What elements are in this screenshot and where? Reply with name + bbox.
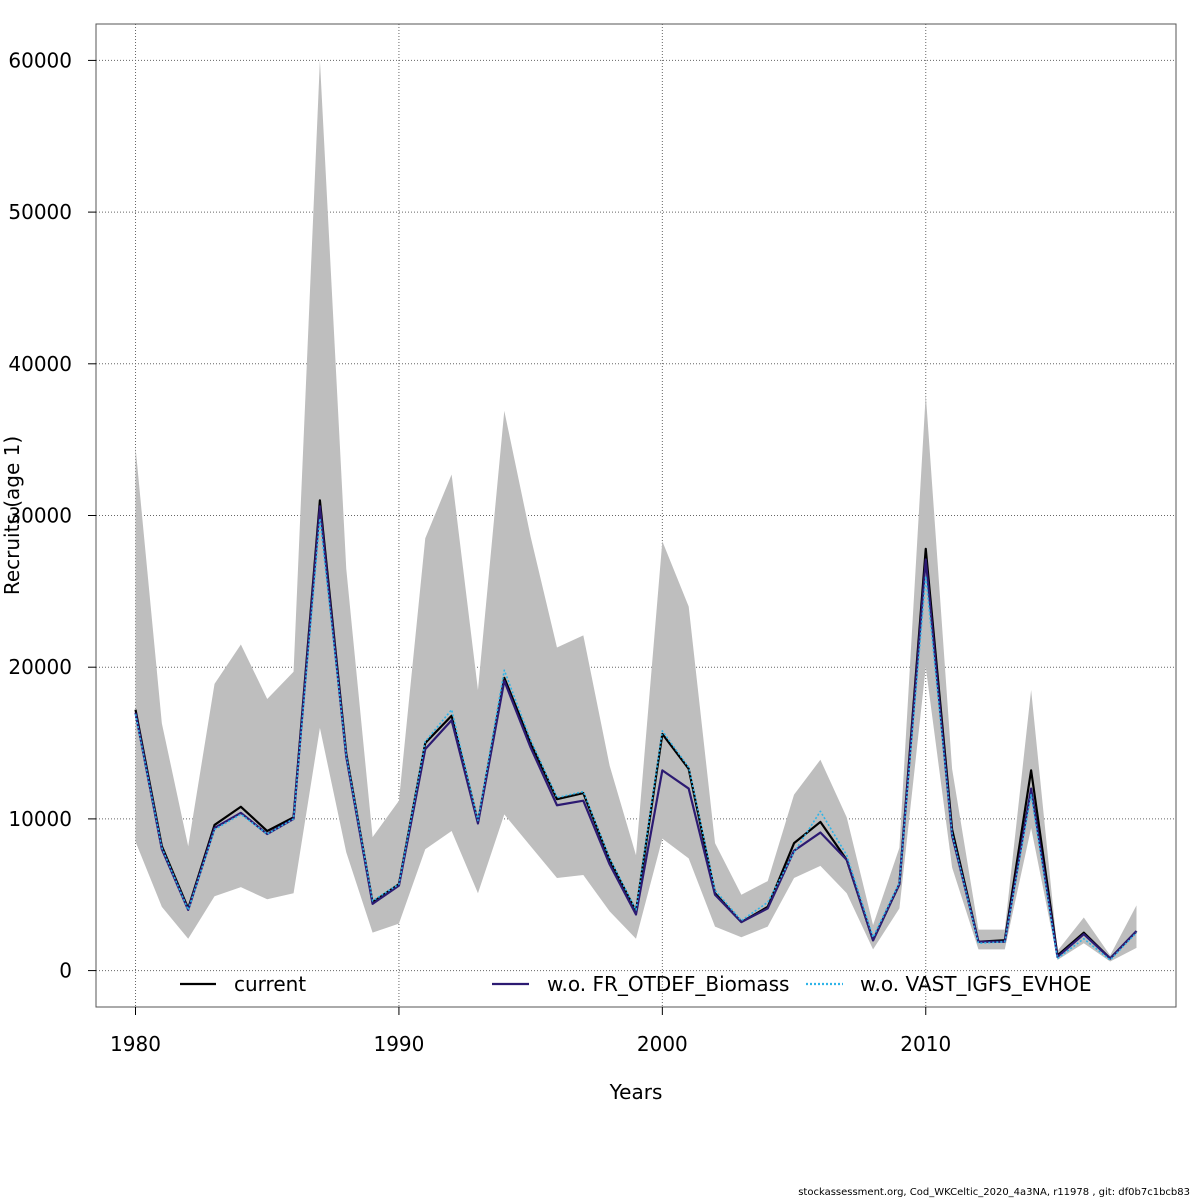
x-tick-label: 1990: [373, 1032, 424, 1056]
y-tick-label: 50000: [8, 200, 72, 224]
y-tick-label: 0: [59, 959, 72, 983]
y-tick-label: 60000: [8, 48, 72, 72]
legend-label: w.o. VAST_IGFS_EVHOE: [860, 972, 1091, 996]
y-tick-label: 20000: [8, 655, 72, 679]
y-tick-label: 30000: [8, 504, 72, 528]
legend-label: w.o. FR_OTDEF_Biomass: [547, 972, 789, 996]
x-axis-title: Years: [609, 1080, 663, 1104]
y-tick-label: 10000: [8, 807, 72, 831]
series-lines: [134, 499, 1138, 961]
confidence-band: [135, 60, 1137, 962]
x-tick-label: 1980: [110, 1032, 161, 1056]
legend: current w.o. FR_OTDEF_Biomass w.o. VAST_IG…: [180, 972, 1091, 996]
x-axis: 1980 1990 2000 2010: [110, 1007, 951, 1056]
series-line-w-o-vast-igfs-evhoe: [134, 517, 1138, 961]
x-tick-label: 2010: [900, 1032, 951, 1056]
confidence-band-group: [135, 60, 1137, 962]
y-axis: 0 10000 20000 30000 40000 50000 60000: [8, 48, 96, 983]
footer-credit: stockassessment.org, Cod_WKCeltic_2020_4…: [798, 1187, 1190, 1198]
y-axis-title: Recruits (age 1): [0, 436, 24, 595]
x-tick-label: 2000: [637, 1032, 688, 1056]
y-tick-label: 40000: [8, 352, 72, 376]
legend-label: current: [234, 972, 306, 996]
